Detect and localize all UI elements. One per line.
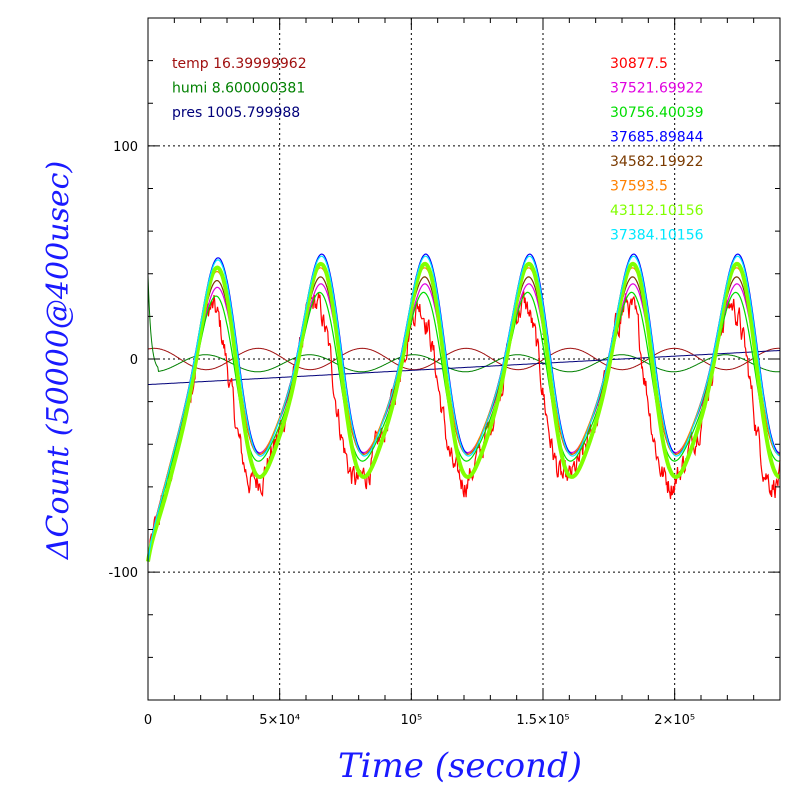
tick-labels: 0 5×10⁴ 10⁵ 1.5×10⁵ 2×10⁵ 100 0 -100 [108, 140, 695, 728]
plot-frame [147, 17, 781, 701]
x-tick-label: 2×10⁵ [654, 713, 695, 728]
y-tick-label: 100 [113, 140, 138, 155]
x-axis-title: Time (second) [338, 746, 582, 786]
legend-right-entry: 37685.89844 [610, 130, 704, 146]
series-line-7 [147, 255, 781, 562]
legend-right-entry: 37384.10156 [610, 228, 704, 244]
legend-right-entry: 37521.69922 [610, 81, 704, 97]
series-line-2 [147, 291, 781, 562]
series-layer [146, 253, 781, 562]
x-tick-label: 0 [144, 713, 152, 728]
series-line-temp [147, 347, 780, 371]
series-line-3 [147, 253, 781, 562]
legend-left-entry: pres 1005.799988 [172, 105, 300, 121]
legend-right-entry: 34582.19922 [610, 154, 704, 170]
legend-right-entry: 37593.5 [610, 179, 668, 195]
legend: temp 16.39999962 humi 8.600000381 pres 100… [172, 56, 704, 244]
y-tick-label: 0 [130, 353, 138, 368]
grid-lines [148, 18, 780, 700]
x-tick-label: 10⁵ [400, 713, 422, 728]
legend-right-entry: 30877.5 [610, 56, 668, 72]
x-tick-label: 5×10⁴ [259, 713, 300, 728]
x-tick-label: 1.5×10⁵ [516, 713, 569, 728]
y-tick-label: -100 [108, 566, 138, 581]
y-axis-title: ΔCount (50000@400usec) [41, 161, 76, 560]
axis-ticks [148, 18, 780, 700]
legend-right-entry: 30756.40039 [610, 105, 704, 121]
legend-right-entry: 43112.10156 [610, 203, 704, 219]
legend-left-entry: humi 8.600000381 [172, 81, 305, 97]
legend-left-entry: temp 16.39999962 [172, 56, 307, 72]
series-line-humi [147, 275, 780, 373]
series-line-6 [146, 261, 781, 562]
series-line-pres [147, 350, 780, 386]
